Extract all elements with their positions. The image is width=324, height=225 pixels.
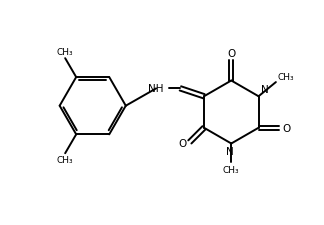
Text: CH₃: CH₃ <box>277 72 294 81</box>
Text: O: O <box>227 49 236 58</box>
Text: O: O <box>179 139 187 149</box>
Text: CH₃: CH₃ <box>57 48 74 57</box>
Text: CH₃: CH₃ <box>223 165 239 174</box>
Text: O: O <box>282 123 290 133</box>
Text: N: N <box>261 85 269 95</box>
Text: N: N <box>226 146 234 156</box>
Text: NH: NH <box>147 84 163 94</box>
Text: CH₃: CH₃ <box>57 156 74 165</box>
